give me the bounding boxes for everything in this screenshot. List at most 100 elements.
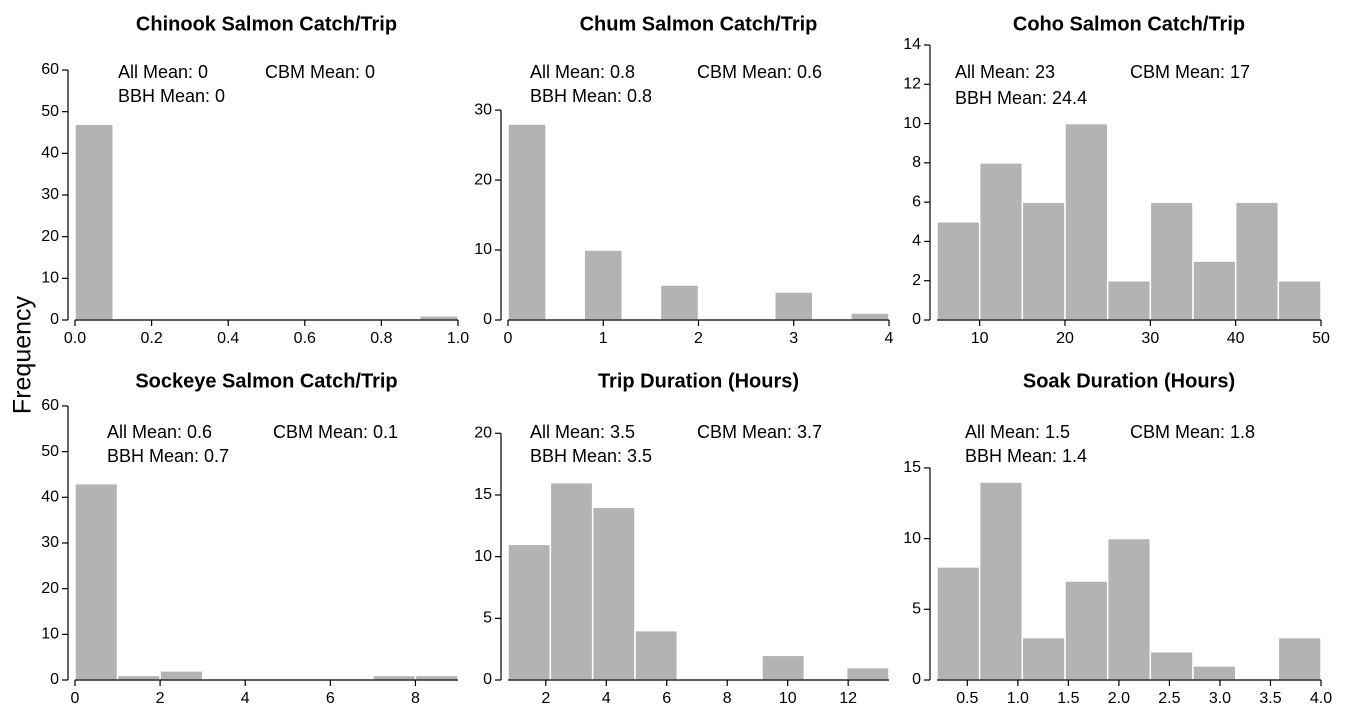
bar: [1106, 537, 1152, 681]
y-tick-label: 30: [41, 534, 59, 551]
x-tick-label: 1.5: [1057, 690, 1079, 707]
y-tick-label: 4: [912, 233, 921, 250]
y-tick-label: 5: [912, 601, 921, 618]
x-tick-label: 4: [885, 330, 894, 347]
bar: [583, 249, 624, 321]
annotation: CBM Mean: 1.8: [1130, 422, 1255, 442]
y-axis-label: Frequency: [9, 295, 37, 414]
bar: [507, 543, 552, 681]
y-tick-label: 30: [474, 101, 492, 118]
annotation: CBM Mean: 17: [1130, 62, 1250, 82]
annotation: All Mean: 23: [955, 62, 1055, 82]
x-tick-label: 2: [541, 690, 550, 707]
x-tick-label: 0.8: [370, 330, 392, 347]
x-tick-label: 0: [504, 330, 513, 347]
y-tick-label: 0: [912, 311, 921, 328]
annotation: CBM Mean: 0: [265, 62, 375, 82]
chart-title: Soak Duration (Hours): [1023, 370, 1235, 392]
y-tick-label: 0: [50, 671, 59, 688]
annotation: BBH Mean: 0.7: [107, 446, 229, 466]
x-tick-label: 10: [779, 690, 797, 707]
bar: [1192, 665, 1237, 681]
x-tick-label: 0.0: [64, 330, 86, 347]
y-tick-label: 0: [50, 311, 59, 328]
bar: [591, 506, 636, 681]
x-tick-label: 8: [723, 690, 732, 707]
annotation: All Mean: 3.5: [530, 422, 635, 442]
y-tick-label: 60: [41, 397, 59, 414]
annotation: BBH Mean: 0.8: [530, 86, 652, 106]
x-tick-label: 0.2: [140, 330, 162, 347]
y-tick-label: 8: [912, 154, 921, 171]
annotation: All Mean: 0: [118, 62, 208, 82]
bar: [116, 674, 161, 681]
x-tick-label: 4.0: [1310, 690, 1332, 707]
x-tick-label: 3: [789, 330, 798, 347]
bar: [1106, 279, 1152, 321]
bar: [1192, 260, 1237, 321]
x-tick-label: 6: [326, 690, 335, 707]
bar: [761, 654, 806, 681]
annotation: All Mean: 0.6: [107, 422, 212, 442]
chart-title: Trip Duration (Hours): [598, 370, 799, 392]
bar: [1277, 279, 1322, 321]
annotation: BBH Mean: 3.5: [530, 446, 652, 466]
y-tick-label: 10: [474, 548, 492, 565]
x-tick-label: 30: [1141, 330, 1159, 347]
bar: [1277, 636, 1322, 681]
y-tick-label: 20: [474, 425, 492, 442]
annotation: BBH Mean: 0: [118, 86, 225, 106]
bar: [1064, 580, 1109, 681]
y-tick-label: 50: [41, 103, 59, 120]
x-tick-label: 2.0: [1108, 690, 1130, 707]
y-tick-label: 5: [483, 610, 492, 627]
chart-title: Chinook Salmon Catch/Trip: [136, 13, 397, 35]
bar: [659, 284, 700, 321]
bar: [845, 666, 890, 681]
x-tick-label: 0.4: [217, 330, 239, 347]
y-tick-label: 30: [41, 186, 59, 203]
annotation: CBM Mean: 3.7: [697, 422, 822, 442]
annotation: All Mean: 1.5: [965, 422, 1070, 442]
y-tick-label: 15: [903, 459, 921, 476]
bar: [372, 674, 417, 681]
x-tick-label: 3.0: [1209, 690, 1231, 707]
x-tick-label: 4: [241, 690, 250, 707]
bar: [1021, 201, 1066, 321]
y-tick-label: 2: [912, 272, 921, 289]
y-tick-label: 40: [41, 145, 59, 162]
bar: [936, 566, 981, 681]
annotation: BBH Mean: 24.4: [955, 88, 1087, 108]
bar: [549, 481, 594, 681]
bar: [773, 291, 814, 321]
x-tick-label: 1.0: [447, 330, 469, 347]
y-tick-label: 0: [483, 311, 492, 328]
x-tick-label: 3.5: [1259, 690, 1281, 707]
bar: [1234, 201, 1280, 321]
y-tick-label: 20: [41, 580, 59, 597]
x-tick-label: 1.0: [1007, 690, 1029, 707]
x-tick-label: 2: [156, 690, 165, 707]
y-tick-label: 15: [474, 486, 492, 503]
bar: [74, 482, 119, 681]
y-tick-label: 20: [41, 228, 59, 245]
y-tick-label: 40: [41, 489, 59, 506]
x-tick-label: 4: [602, 690, 611, 707]
y-tick-label: 10: [903, 530, 921, 547]
y-tick-label: 10: [41, 270, 59, 287]
bar: [978, 481, 1024, 681]
y-tick-label: 10: [41, 626, 59, 643]
chart-title: Sockeye Salmon Catch/Trip: [135, 370, 397, 392]
y-tick-label: 14: [903, 36, 921, 53]
bar: [1021, 636, 1066, 681]
y-tick-label: 12: [903, 76, 921, 93]
bar: [1149, 650, 1194, 681]
chart-title: Chum Salmon Catch/Trip: [580, 13, 818, 35]
y-tick-label: 6: [912, 193, 921, 210]
bar: [74, 123, 115, 321]
bar: [978, 162, 1024, 321]
bar: [507, 123, 547, 321]
x-tick-label: 0.5: [956, 690, 978, 707]
annotation: CBM Mean: 0.6: [697, 62, 822, 82]
